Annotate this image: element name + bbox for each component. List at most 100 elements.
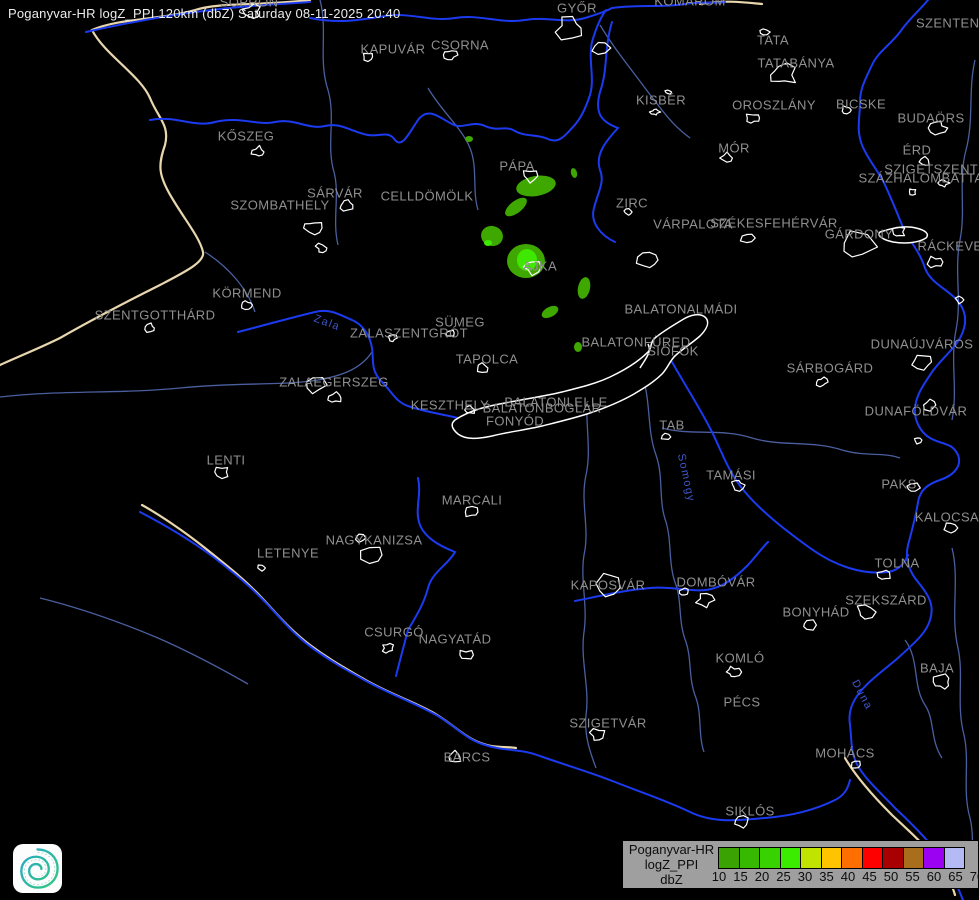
city-label: TAPOLCA xyxy=(455,351,519,367)
legend-color-scale xyxy=(718,847,965,869)
legend-tick: 70 xyxy=(969,869,979,884)
town-outline xyxy=(339,199,354,212)
city-label: BALATONLELLE xyxy=(504,394,608,410)
tihany-peninsula xyxy=(639,343,651,369)
city-label: TAB xyxy=(659,417,685,433)
city-label: OROSZLÁNY xyxy=(732,97,816,113)
legend-tick: 35 xyxy=(819,869,834,884)
city-label: KOMLÓ xyxy=(715,650,765,666)
town-outline xyxy=(843,230,879,258)
city-label: SÁRVÁR xyxy=(307,185,363,201)
town-outline xyxy=(745,113,761,124)
radar-echo-layer xyxy=(465,136,591,352)
city-label: LETENYE xyxy=(256,545,320,561)
town-outline xyxy=(522,170,539,184)
city-label: SZEKSZÁRD xyxy=(845,592,927,608)
town-outline xyxy=(923,398,937,412)
town-outline xyxy=(387,334,398,343)
legend-tick: 55 xyxy=(905,869,920,884)
town-outline xyxy=(554,15,583,41)
town-outline xyxy=(588,728,606,741)
town-outline xyxy=(250,144,265,157)
town-outline xyxy=(314,242,328,254)
city-label: RÁCKEVE xyxy=(917,238,979,254)
town-outline xyxy=(660,432,672,440)
town-outline xyxy=(937,179,951,188)
town-outline xyxy=(241,3,261,20)
legend-swatch xyxy=(861,847,883,869)
legend-tick: 45 xyxy=(862,869,877,884)
legend-swatch xyxy=(820,847,842,869)
town-outline xyxy=(445,329,455,337)
city-label: MARCALI xyxy=(441,492,503,508)
city-label: SÜMEG xyxy=(435,314,485,330)
radar-title: Poganyvar-HR logZ_PPI 120km (dbZ) Saturd… xyxy=(8,6,401,21)
radar-echo-low xyxy=(541,305,559,319)
town-outline xyxy=(954,295,965,305)
city-label: PÁPA xyxy=(499,158,535,174)
city-label: CELLDÖMÖLK xyxy=(380,188,474,204)
river-raba xyxy=(149,9,607,144)
city-label: TATA xyxy=(757,32,789,48)
town-outline xyxy=(678,587,689,596)
city-label: TATABÁNYA xyxy=(757,55,835,71)
city-label: KISBÉR xyxy=(635,92,687,108)
legend-tick: 30 xyxy=(797,869,813,884)
city-label: BALATONBOGLÁR xyxy=(482,400,602,416)
town-outline xyxy=(943,522,959,534)
city-label: SÁRBOGÁRD xyxy=(786,360,874,376)
legend-tick: 10 xyxy=(711,869,727,884)
town-outline xyxy=(476,362,489,373)
river-principalis xyxy=(395,477,457,677)
legend-tick-row: 10 15 20 25 30 35 40 45 50 55 60 65 70 xyxy=(712,869,979,886)
river-zala xyxy=(237,309,459,419)
city-label: ÉRD xyxy=(902,142,932,158)
town-outline xyxy=(214,466,229,480)
town-outline xyxy=(719,151,733,163)
radar-echo-high xyxy=(484,240,492,246)
city-label: NAGYATÁD xyxy=(418,631,492,647)
legend-swatch xyxy=(923,847,945,869)
town-outline xyxy=(731,479,746,492)
city-label: PÉCS xyxy=(723,694,761,710)
town-outline xyxy=(927,120,949,136)
city-label: MÓR xyxy=(718,140,750,156)
town-outline xyxy=(850,760,861,769)
city-label: SZENTENDRE xyxy=(915,15,979,31)
town-outline xyxy=(306,377,328,395)
legend-panel: Poganyvar-HR logZ_PPI dbZ 10 15 20 25 30 35 40… xyxy=(622,840,979,889)
city-label: KESZTHELY xyxy=(410,397,490,413)
city-label: TAMÁSI xyxy=(706,467,756,483)
city-label: PAKS xyxy=(881,476,917,492)
town-outline xyxy=(913,437,923,445)
lake-velence xyxy=(878,226,929,244)
legend-text-block: Poganyvar-HR logZ_PPI dbZ xyxy=(623,842,720,887)
legend-swatch xyxy=(800,847,822,869)
town-outline xyxy=(595,572,621,598)
legend-radar-name: Poganyvar-HR xyxy=(628,842,715,857)
legend-tick: 65 xyxy=(948,869,963,884)
town-outline xyxy=(591,41,612,55)
city-label: KÖRMEND xyxy=(212,285,282,301)
city-label: BUDAÖRS xyxy=(897,110,965,126)
city-label: SZIGETVÁR xyxy=(569,715,647,731)
town-outline xyxy=(664,89,673,95)
lake-outlines xyxy=(451,226,929,440)
river-kapos xyxy=(574,541,769,602)
legend-tick: 20 xyxy=(754,869,770,884)
city-label: ZALAEGERSZEG xyxy=(279,374,389,390)
town-outline xyxy=(303,222,323,236)
city-label: CSURGÓ xyxy=(364,624,424,640)
legend-swatch xyxy=(718,847,740,869)
radar-echo-high xyxy=(517,249,537,271)
town-outline xyxy=(327,391,342,403)
town-outline xyxy=(725,665,743,678)
city-label: DUNAÚJVÁROS xyxy=(870,336,974,352)
town-outline xyxy=(464,505,479,518)
river-marcal xyxy=(592,21,620,243)
radar-echo-low xyxy=(570,168,578,178)
town-outline xyxy=(362,52,374,63)
